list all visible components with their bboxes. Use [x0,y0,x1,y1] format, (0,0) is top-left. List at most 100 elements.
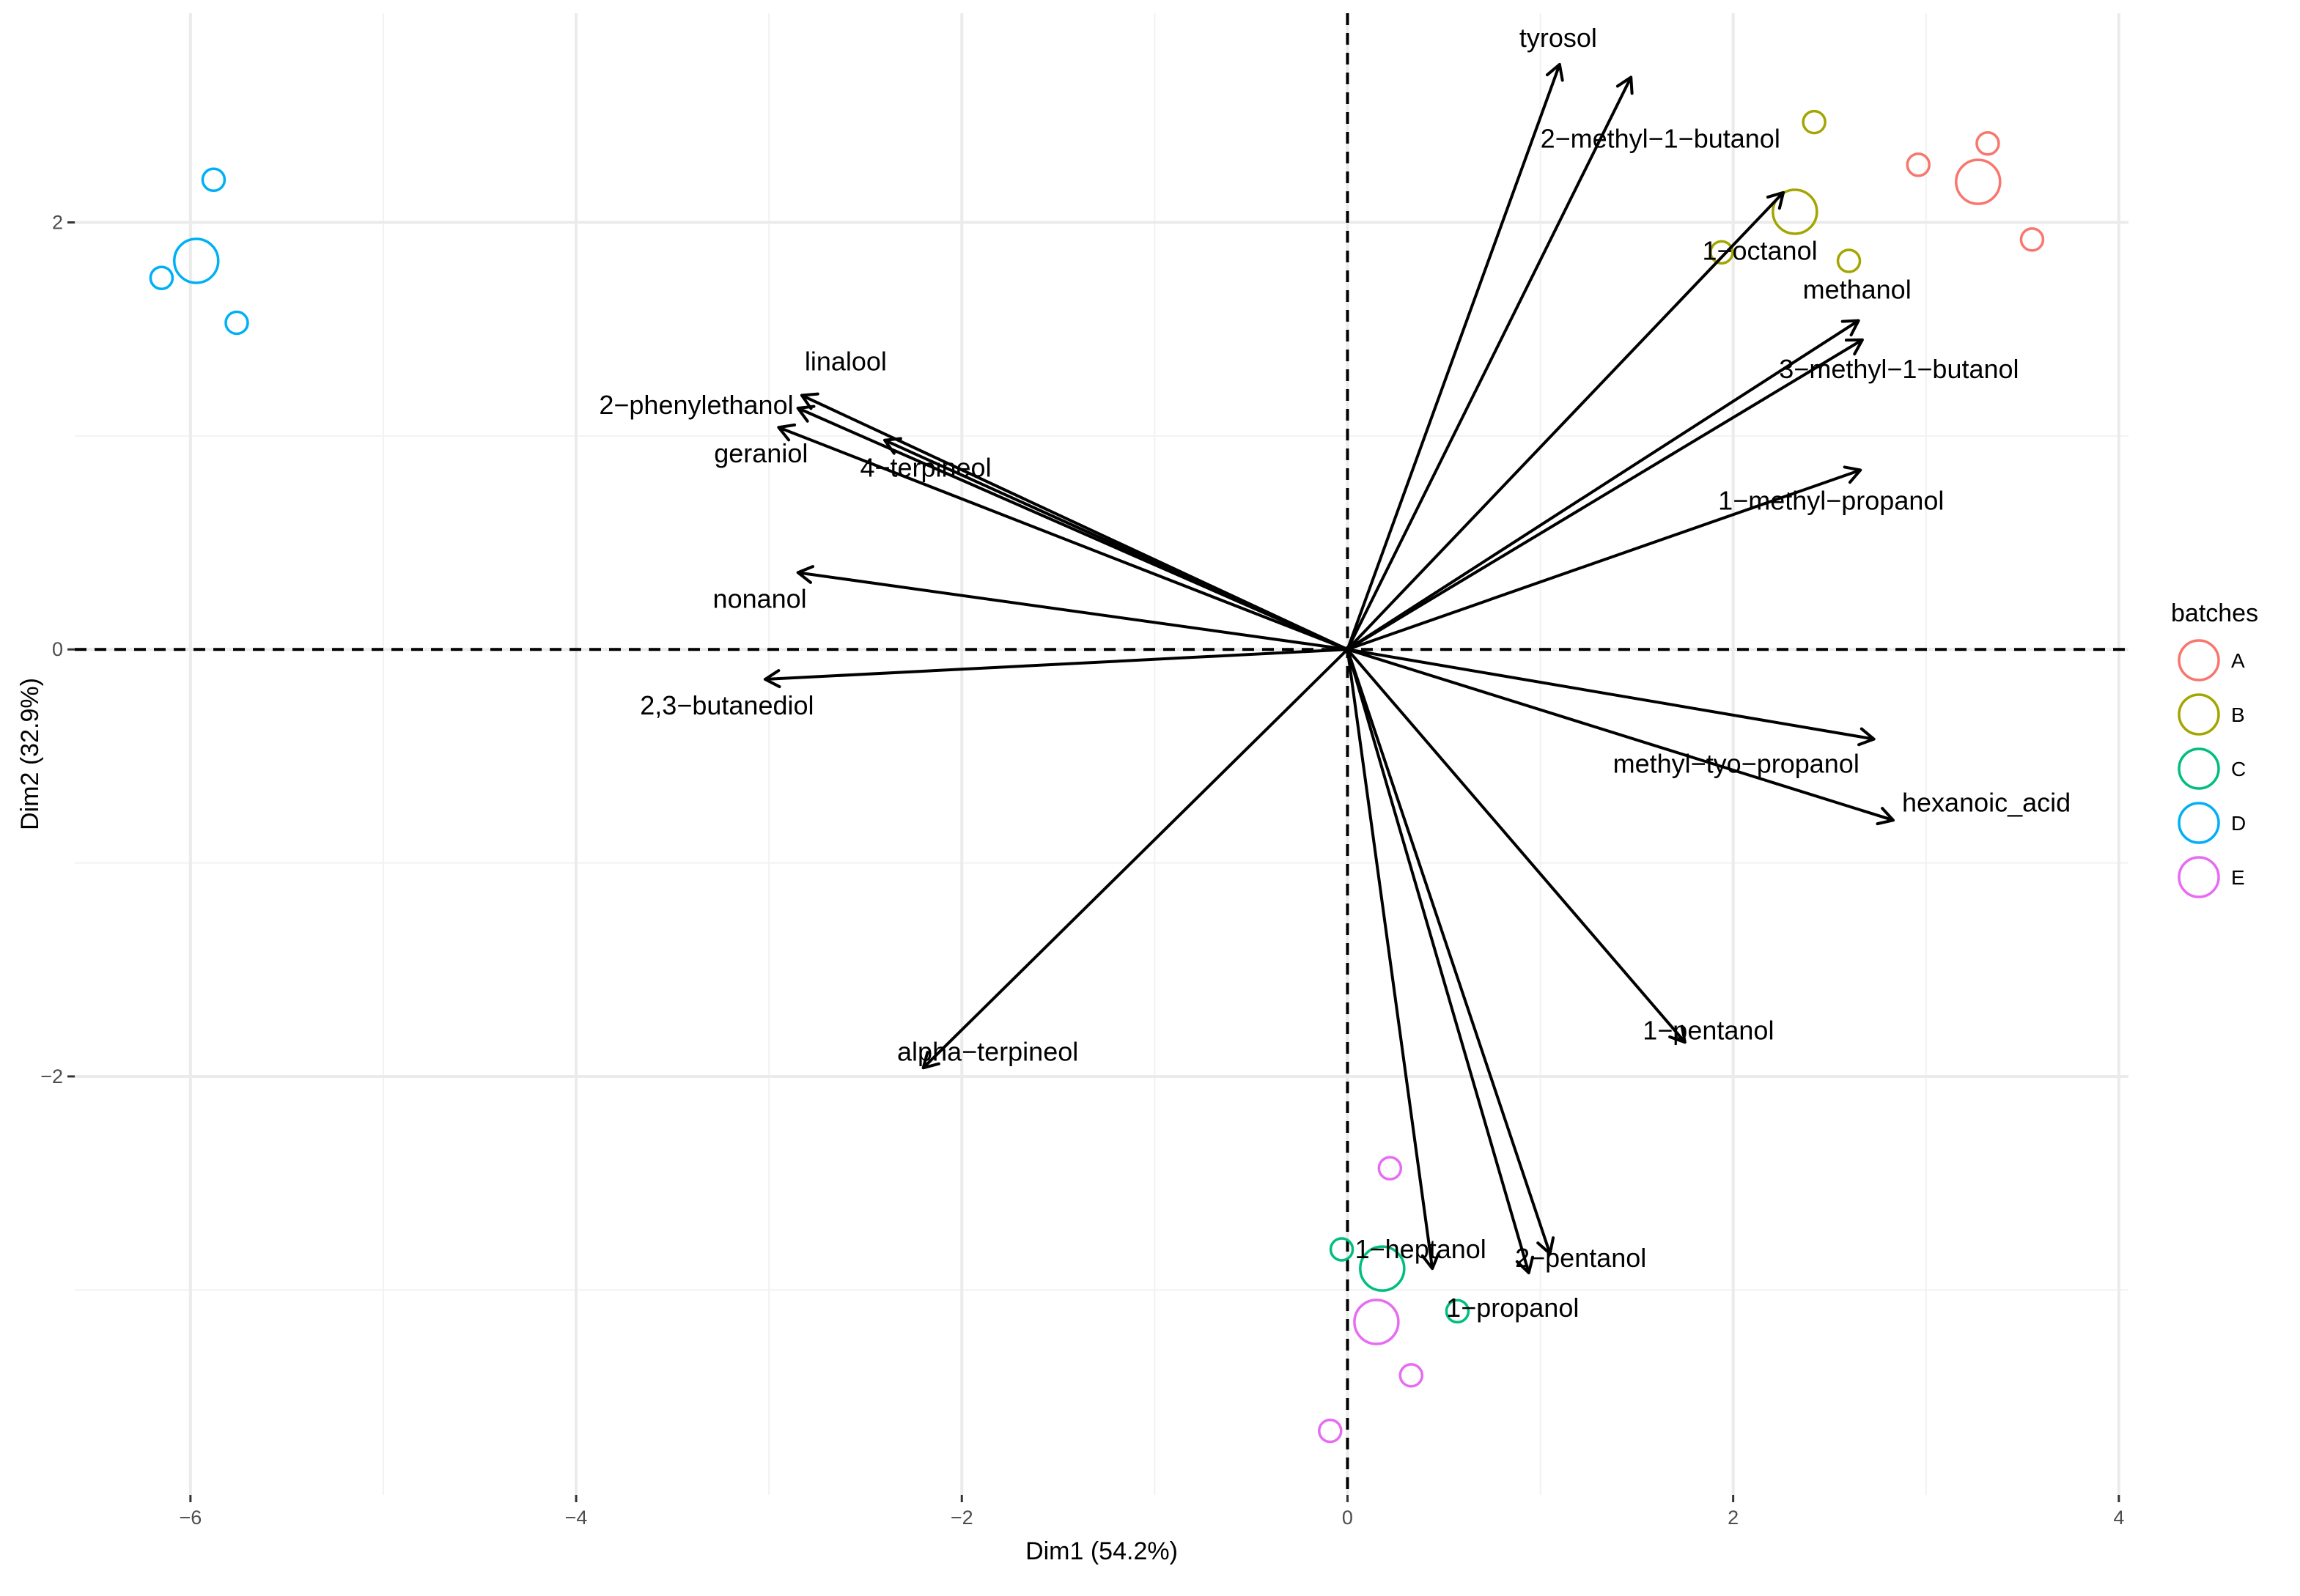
legend-key-d [2178,802,2220,844]
variable-label: 3−methyl−1−butanol [1779,354,2019,384]
legend: batches A B C D E [2171,599,2258,898]
point-d [224,310,249,336]
variable-arrow [922,648,1349,1069]
point-a [1906,152,1931,177]
x-tick-label: 2 [1728,1507,1739,1529]
point-a-mean [1955,158,2002,205]
legend-key-b [2178,693,2220,736]
variable-arrow [797,571,1348,651]
variable-label: linalool [805,347,887,377]
point-c [1329,1237,1354,1262]
variable-arrow [1346,648,1687,1043]
x-tick-label: 0 [1342,1507,1353,1529]
variable-label: methyl−tyo−propanol [1613,749,1859,779]
legend-title: batches [2171,599,2258,627]
variable-label: 2,3−butanediol [640,690,814,720]
variable-arrow [778,426,1349,651]
x-tick-label: −6 [179,1507,202,1529]
point-e [1377,1156,1403,1181]
variable-arrow-head [1668,1024,1687,1044]
variable-label: hexanoic_acid [1902,787,2071,817]
point-a [1975,130,2000,156]
point-d [201,167,226,193]
variable-arrow-head [1420,1252,1440,1271]
variable-label: 4−terpineol [860,453,991,483]
variable-arrow [1346,64,1561,650]
legend-key-a [2178,639,2220,681]
y-axis-title: Dim2 (32.9%) [16,678,44,830]
variable-arrow-head [1840,319,1860,337]
variable-label: 1−methyl−propanol [1718,485,1944,515]
legend-key-e [2178,856,2220,898]
legend-label-a: A [2231,649,2245,672]
x-tick-label: 4 [2113,1507,2124,1529]
x-tick-label: −4 [565,1507,588,1529]
variable-label: 1−octanol [1702,236,1817,266]
legend-label-c: C [2231,758,2246,780]
point-b [1802,109,1827,135]
point-b [1709,240,1734,265]
variable-arrow [1347,648,1875,741]
point-a [2019,227,2045,252]
point-b-mean [1772,188,1818,235]
legend-label-e: E [2231,866,2245,889]
variable-label: geraniol [714,438,808,468]
legend-label-b: B [2231,703,2245,726]
variable-arrow [1346,649,1552,1255]
variable-arrow [801,394,1349,651]
variable-label: tyrosol [1519,23,1597,53]
variable-arrow [1346,191,1785,651]
variable-label: 2−pentanol [1515,1243,1646,1273]
variable-label: alpha−terpineol [897,1036,1078,1066]
variable-arrow-head [1876,807,1895,826]
variable-arrows [763,62,1895,1274]
legend-key-c [2178,747,2220,790]
y-tick-label: 2 [52,212,63,234]
point-e [1318,1418,1343,1444]
zero-reference-lines [75,13,2128,1495]
legend-label-d: D [2231,812,2246,835]
point-b [1836,248,1862,273]
variable-arrow-head [1844,338,1864,356]
x-tick-label: −2 [951,1507,973,1529]
variable-labels: tyrosol 2−methyl−1−butanol 1−octanol methan… [599,23,2071,1323]
variable-arrow-head [777,423,797,442]
point-c [1445,1298,1470,1324]
axes: −6 −4 −2 0 2 4 −2 0 2 Dim1 (54.2%) Dim2 (32.9%) [16,212,2124,1565]
variable-arrow-head [1546,62,1564,82]
point-c-mean [1359,1245,1406,1292]
variable-arrow [764,648,1348,681]
variable-label: 1−pentanol [1643,1015,1774,1045]
variable-label: 2−methyl−1−butanol [1541,123,1780,153]
variable-arrow-head [800,392,819,410]
variable-arrow-head [921,1051,940,1070]
individuals [149,109,2045,1444]
variable-label: 1−heptanol [1355,1234,1486,1264]
variable-arrow-head [796,565,815,584]
x-axis-title: Dim1 (54.2%) [1025,1537,1178,1565]
variable-arrow-head [1615,75,1634,95]
point-d-mean [173,237,220,284]
variable-arrow [1346,76,1632,651]
variable-label: 2−phenylethanol [599,390,793,420]
variable-label: 1−propanol [1446,1293,1579,1323]
variable-arrow [1346,649,1530,1274]
variable-arrow-head [1515,1255,1535,1274]
point-e [1398,1363,1424,1388]
y-tick-label: 0 [52,638,63,660]
variable-arrow-head [1857,727,1876,747]
variable-label: nonanol [713,583,807,613]
variable-arrow [1346,319,1859,651]
variable-arrow [1346,468,1861,651]
variable-arrow-head [763,669,781,689]
point-d [149,265,174,291]
y-tick-label: −2 [40,1065,63,1087]
variable-arrow [1346,649,1434,1269]
variable-arrow-head [1766,191,1785,210]
variable-arrow-head [1536,1236,1555,1255]
variable-arrow-head [1843,465,1862,484]
variable-arrow [797,407,1349,651]
variable-label: methanol [1803,275,1912,305]
point-e-mean [1353,1298,1400,1345]
